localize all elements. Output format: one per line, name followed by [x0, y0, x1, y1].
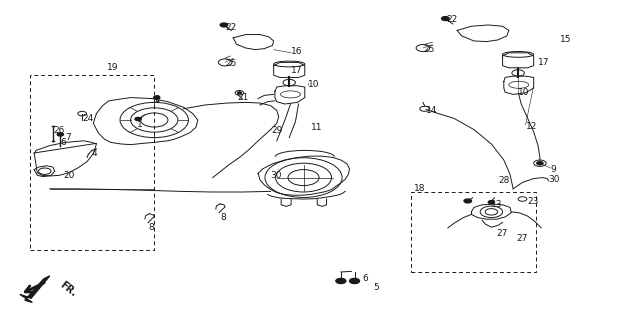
Text: 20: 20 — [63, 172, 75, 180]
Text: 9: 9 — [550, 165, 556, 174]
Text: 30: 30 — [271, 172, 282, 180]
Text: 21: 21 — [238, 93, 249, 102]
Text: 24: 24 — [82, 114, 93, 123]
Circle shape — [135, 117, 141, 121]
Circle shape — [238, 92, 241, 94]
Text: 14: 14 — [426, 106, 437, 115]
Text: 4: 4 — [92, 149, 98, 158]
Text: 8: 8 — [148, 223, 154, 232]
Text: 25: 25 — [225, 60, 236, 68]
Text: 19: 19 — [107, 63, 118, 72]
Text: 18: 18 — [414, 184, 425, 193]
Bar — [411, 192, 536, 272]
Text: 17: 17 — [538, 58, 549, 67]
Text: 27: 27 — [516, 234, 527, 243]
Text: 10: 10 — [518, 88, 529, 97]
Text: 11: 11 — [311, 124, 322, 132]
Text: 2: 2 — [154, 95, 160, 104]
Text: 13: 13 — [491, 200, 503, 209]
Text: 15: 15 — [560, 36, 571, 44]
Text: 6: 6 — [60, 138, 66, 147]
Bar — [30, 75, 154, 250]
Text: 10: 10 — [308, 80, 319, 89]
Circle shape — [336, 278, 346, 284]
Text: 25: 25 — [423, 45, 434, 54]
Circle shape — [57, 133, 63, 136]
Text: 22: 22 — [446, 15, 457, 24]
Text: 30: 30 — [549, 175, 560, 184]
Text: 23: 23 — [527, 197, 539, 206]
Circle shape — [537, 162, 543, 165]
Circle shape — [442, 17, 449, 20]
Text: 8: 8 — [220, 213, 226, 222]
Circle shape — [154, 96, 160, 99]
Text: 5: 5 — [373, 284, 379, 292]
Polygon shape — [20, 276, 50, 302]
Text: 6: 6 — [363, 274, 368, 283]
Circle shape — [464, 199, 471, 203]
Circle shape — [488, 201, 494, 204]
Text: 1: 1 — [137, 120, 142, 129]
Circle shape — [220, 23, 228, 27]
Text: 22: 22 — [226, 23, 237, 32]
Text: 17: 17 — [290, 66, 302, 75]
Text: 16: 16 — [291, 47, 302, 56]
Text: 29: 29 — [272, 126, 283, 135]
Text: 12: 12 — [526, 122, 537, 131]
Text: 7: 7 — [65, 133, 71, 142]
Text: 28: 28 — [499, 176, 510, 185]
Circle shape — [350, 278, 360, 284]
Text: FR.: FR. — [58, 280, 78, 299]
Text: 26: 26 — [53, 126, 64, 135]
Text: 27: 27 — [496, 229, 508, 238]
